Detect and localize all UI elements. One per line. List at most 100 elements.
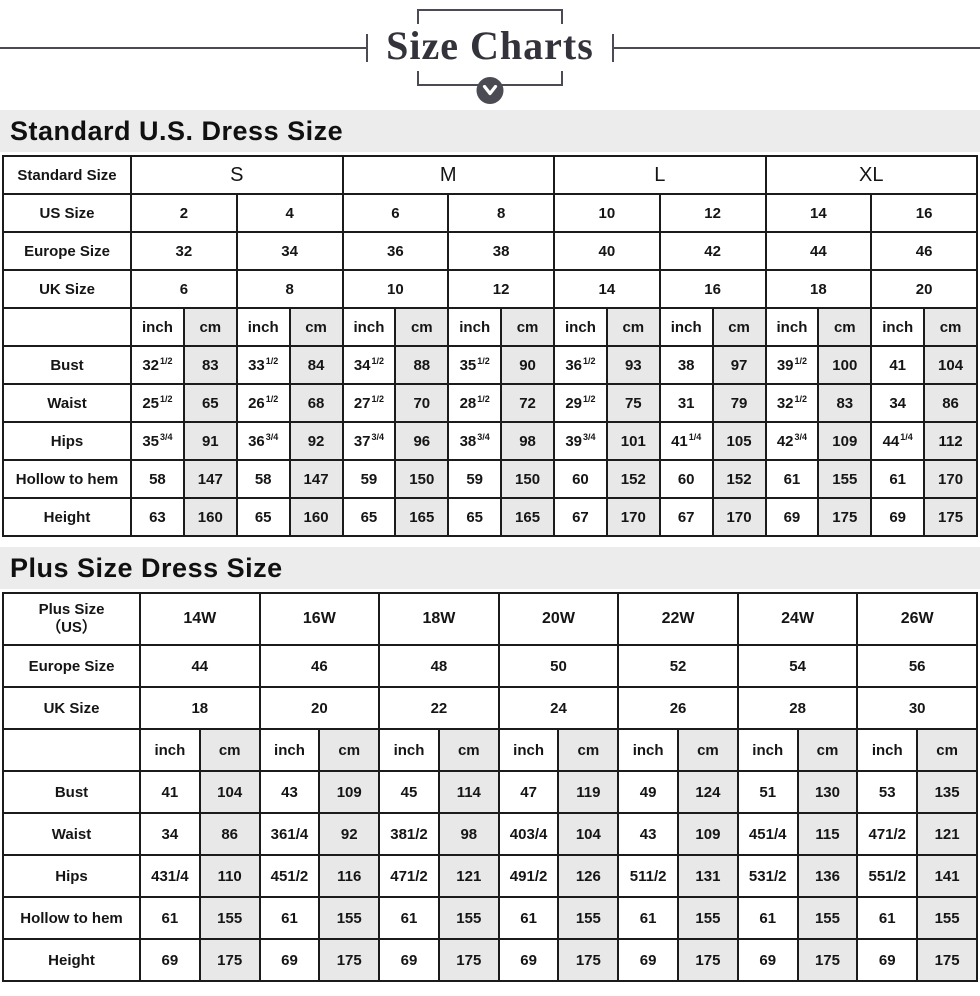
measure-value-cell: 34 <box>139 812 201 856</box>
row-label: Waist <box>2 812 141 856</box>
measure-value-cell: 353/4 <box>130 421 185 461</box>
measure-value-cell: 155 <box>437 896 500 940</box>
size-group-cell: 18W <box>378 592 500 646</box>
measure-value-cell: 155 <box>677 896 739 940</box>
measure-value-cell: 84 <box>288 345 344 385</box>
measure-value-cell: 175 <box>916 938 978 982</box>
unit-header-cell: cm <box>288 307 344 347</box>
chevron-down-icon <box>476 77 504 104</box>
measure-value-cell: 451/2 <box>258 854 321 898</box>
size-value-cell: 36 <box>341 231 450 271</box>
unit-header-cell: cm <box>796 728 859 772</box>
measure-value-cell: 97 <box>711 345 767 385</box>
measure-value-cell: 175 <box>557 938 620 982</box>
unit-header-cell: cm <box>500 307 555 347</box>
row-label: Bust <box>2 345 132 385</box>
measure-value-cell: 69 <box>764 497 820 537</box>
left-divider-end-tick <box>366 34 368 62</box>
measure-value-cell: 431/4 <box>139 854 201 898</box>
size-value-cell: 40 <box>553 231 661 271</box>
plus-size-table: Plus Size （US） 14W 16W 18W 20W 22W 24W 26W Europe… <box>2 592 978 982</box>
measure-value-cell: 69 <box>378 938 440 982</box>
unit-header-cell: inch <box>553 307 608 347</box>
row-label: Bust <box>2 770 141 814</box>
row-label: Waist <box>2 383 132 423</box>
size-value-cell: 20 <box>870 269 978 309</box>
measure-value-cell: 65 <box>447 497 503 537</box>
measure-value-cell: 175 <box>817 497 873 537</box>
measure-value-cell: 92 <box>318 812 381 856</box>
measure-value-cell: 86 <box>923 383 978 423</box>
measure-value-cell: 58 <box>235 459 291 499</box>
row-label: UK Size <box>2 269 132 309</box>
title-top-bracket <box>417 9 563 24</box>
measure-value-cell: 321/2 <box>130 345 185 385</box>
size-value-cell: 26 <box>617 686 739 730</box>
size-group-cell: 14W <box>139 592 261 646</box>
plus-size-section-title: Plus Size Dress Size <box>0 547 980 589</box>
unit-header-cell: inch <box>447 307 503 347</box>
size-value-cell: 14 <box>553 269 661 309</box>
right-divider-line <box>614 47 980 49</box>
measure-value-cell: 165 <box>394 497 450 537</box>
measure-value-cell: 291/2 <box>553 383 608 423</box>
size-group-cell: M <box>341 155 555 195</box>
measure-value-cell: 136 <box>796 854 859 898</box>
unit-header-cell: inch <box>258 728 321 772</box>
corner-label: Standard Size <box>2 155 132 195</box>
measure-value-cell: 91 <box>182 421 238 461</box>
size-value-cell: 6 <box>130 269 238 309</box>
measure-value-cell: 61 <box>617 896 680 940</box>
measure-value-cell: 34 <box>870 383 926 423</box>
measure-value-cell: 403/4 <box>497 812 560 856</box>
measure-value-cell: 109 <box>677 812 739 856</box>
measure-value-cell: 61 <box>764 459 820 499</box>
size-value-cell: 46 <box>258 644 381 688</box>
size-value-cell: 10 <box>341 269 450 309</box>
measure-value-cell: 152 <box>605 459 661 499</box>
measure-value-cell: 61 <box>497 896 560 940</box>
standard-size-section-title: Standard U.S. Dress Size <box>0 110 980 152</box>
unit-header-cell: inch <box>130 307 185 347</box>
measure-value-cell: 96 <box>394 421 450 461</box>
measure-value-cell: 41 <box>870 345 926 385</box>
measure-value-cell: 69 <box>736 938 799 982</box>
measure-value-cell: 98 <box>437 812 500 856</box>
size-value-cell: 42 <box>658 231 767 271</box>
size-value-cell: 20 <box>258 686 381 730</box>
size-group-cell: 16W <box>258 592 381 646</box>
measure-value-cell: 155 <box>916 896 978 940</box>
size-value-cell: 56 <box>856 644 978 688</box>
measure-value-cell: 155 <box>198 896 261 940</box>
measure-value-cell: 72 <box>500 383 555 423</box>
measure-value-cell: 150 <box>394 459 450 499</box>
measure-value-cell: 119 <box>557 770 620 814</box>
unit-header-cell: cm <box>557 728 620 772</box>
measure-value-cell: 175 <box>677 938 739 982</box>
measure-value-cell: 83 <box>817 383 873 423</box>
size-value-cell: 28 <box>736 686 859 730</box>
measure-value-cell: 69 <box>497 938 560 982</box>
measure-value-cell: 58 <box>130 459 185 499</box>
size-value-cell: 44 <box>764 231 873 271</box>
measure-value-cell: 441/4 <box>870 421 926 461</box>
standard-size-section: Standard U.S. Dress Size Standard Size S M… <box>0 110 980 537</box>
measure-value-cell: 331/2 <box>235 345 291 385</box>
unit-header-cell: cm <box>817 307 873 347</box>
measure-value-cell: 114 <box>437 770 500 814</box>
measure-value-cell: 93 <box>605 345 661 385</box>
measure-value-cell: 152 <box>711 459 767 499</box>
measure-value-cell: 175 <box>318 938 381 982</box>
measure-value-cell: 45 <box>378 770 440 814</box>
unit-header-cell: inch <box>378 728 440 772</box>
unit-header-cell: cm <box>677 728 739 772</box>
measure-value-cell: 155 <box>817 459 873 499</box>
measure-value-cell: 126 <box>557 854 620 898</box>
measure-value-cell: 155 <box>318 896 381 940</box>
unit-header-cell: cm <box>923 307 978 347</box>
unit-header-cell: cm <box>605 307 661 347</box>
size-group-cell: XL <box>764 155 978 195</box>
unit-header-cell: inch <box>235 307 291 347</box>
size-value-cell: 24 <box>497 686 620 730</box>
measure-value-cell: 69 <box>139 938 201 982</box>
